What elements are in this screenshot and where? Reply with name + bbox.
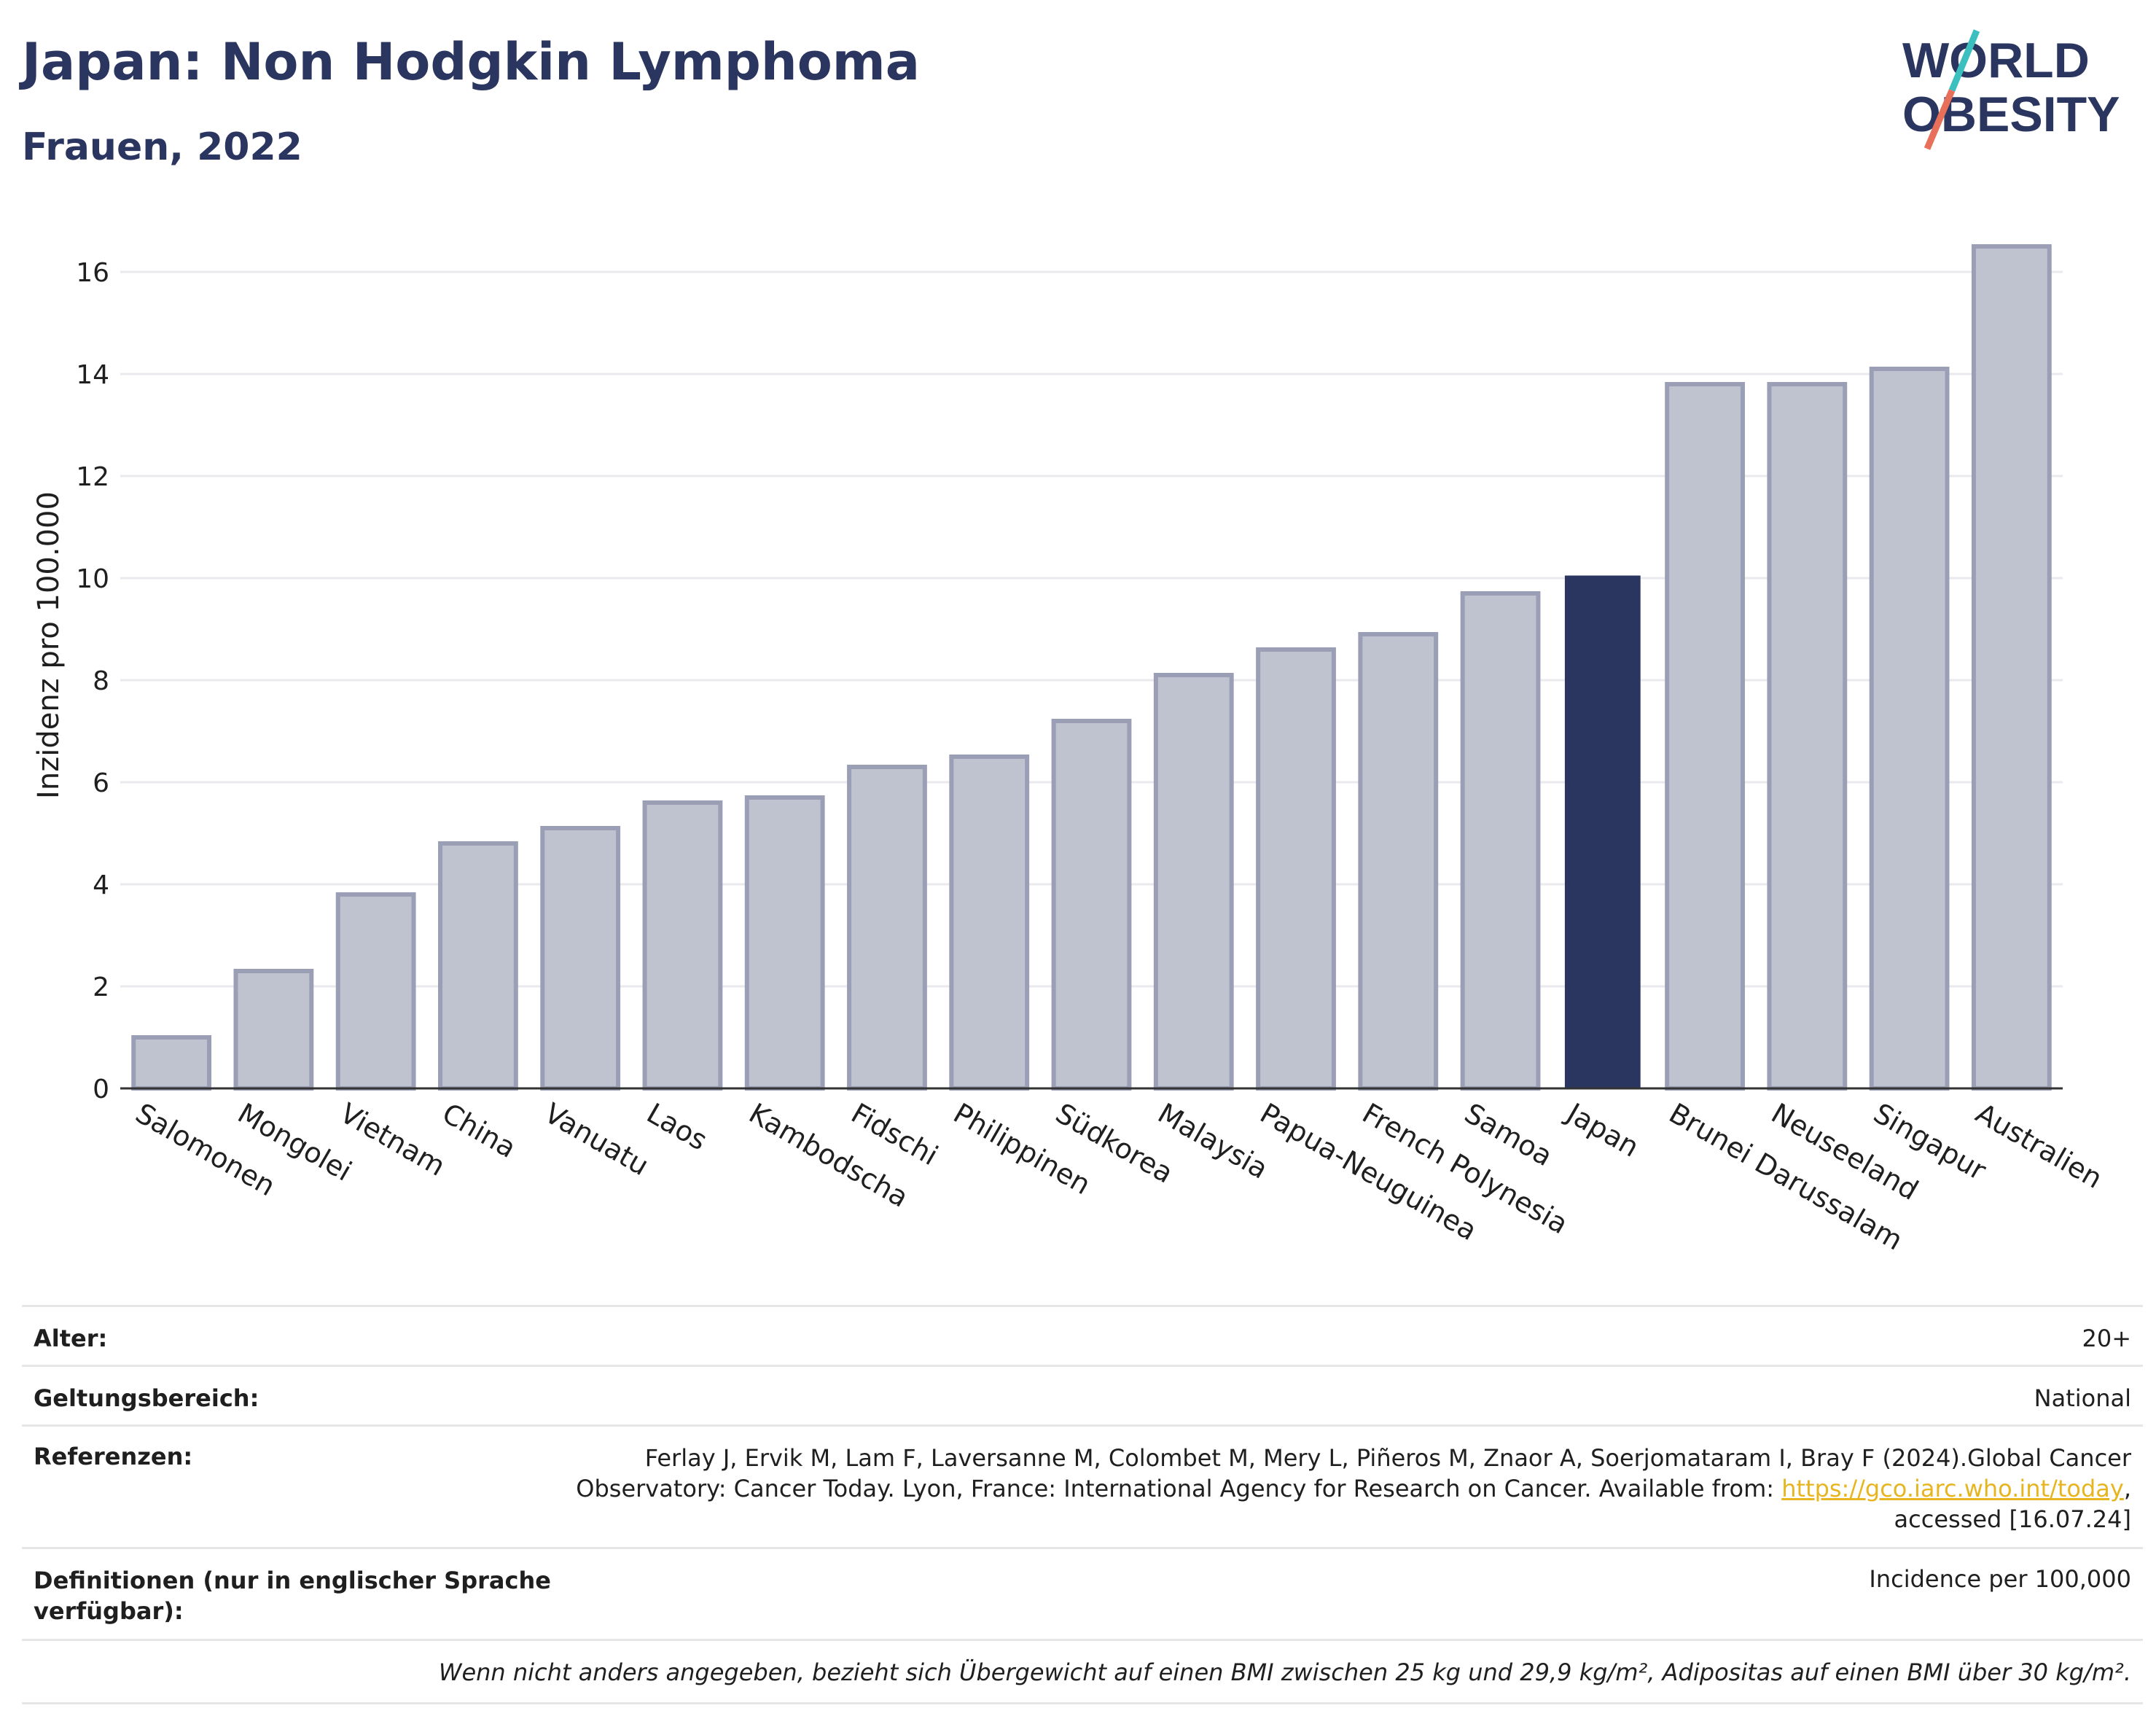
y-tick-label: 0 — [93, 1075, 109, 1104]
y-tick-label: 6 — [93, 768, 109, 798]
bar-chart: 0 2 4 6 8 10 12 14 16 SalomonenMongoleiVietnamCh… — [32, 244, 2108, 1257]
scope-value: National — [2034, 1384, 2131, 1412]
y-tick-label: 16 — [76, 258, 109, 288]
bar-mongolei — [233, 969, 314, 1091]
x-tick-label: Japan — [1561, 1096, 1645, 1163]
references-line2: Observatory: Cancer Today. Lyon, France:… — [576, 1473, 2131, 1504]
info-row-references: Referenzen: Ferlay J, Ervik M, Lam F, La… — [22, 1424, 2143, 1549]
y-axis-label: Inzidenz pro 100.000 — [32, 491, 66, 799]
y-tick-label: 4 — [93, 870, 109, 900]
y-tick-label: 8 — [93, 666, 109, 696]
references-label: Referenzen: — [34, 1443, 193, 1470]
x-tick-label: Laos — [641, 1097, 713, 1157]
info-row-definitions: Definitionen (nur in englischer Sprache … — [22, 1547, 2143, 1641]
references-value: Ferlay J, Ervik M, Lam F, Laversanne M, … — [576, 1443, 2131, 1535]
bar-samoa — [1460, 591, 1541, 1091]
bar-australien — [1971, 244, 2052, 1091]
bmi-note: Wenn nicht anders angegeben, bezieht sic… — [438, 1658, 2131, 1686]
age-label: Alter: — [34, 1325, 108, 1352]
info-row-age: Alter: 20+ — [22, 1305, 2143, 1367]
y-tick-label: 14 — [76, 360, 109, 390]
y-tick-label: 12 — [76, 462, 109, 492]
x-tick-label: Vietnam — [335, 1097, 450, 1182]
references-line2-comma: , — [2123, 1475, 2131, 1502]
info-row-scope: Geltungsbereich: National — [22, 1365, 2143, 1427]
bar-malaysia — [1153, 673, 1234, 1091]
y-tick-label: 2 — [93, 972, 109, 1002]
bar-brunei-darussalam — [1665, 382, 1745, 1091]
bar-laos — [642, 800, 723, 1091]
info-table: Alter: 20+ Geltungsbereich: National Ref… — [22, 1305, 2143, 1713]
definitions-label: Definitionen (nur in englischer Sprache … — [34, 1565, 551, 1626]
world-obesity-logo: WORLD OBESITY — [1902, 29, 2120, 150]
definitions-label-line1: Definitionen (nur in englischer Sprache — [34, 1567, 551, 1594]
page-title: Japan: Non Hodgkin Lymphoma — [22, 32, 920, 92]
x-tick-label: Vanuatu — [539, 1097, 655, 1182]
logo-line1: WORLD — [1902, 33, 2090, 88]
chart-bars — [131, 244, 2052, 1091]
bar-papua-neuguinea — [1256, 647, 1336, 1091]
logo-slash-coral — [1923, 89, 1956, 150]
references-line2-text: Observatory: Cancer Today. Lyon, France:… — [576, 1475, 1782, 1502]
bar-südkorea — [1051, 719, 1132, 1091]
bar-french-polynesia — [1358, 632, 1439, 1091]
scope-label: Geltungsbereich: — [34, 1384, 259, 1412]
references-line3: accessed [16.07.24] — [1894, 1505, 2131, 1533]
info-row-note: Wenn nicht anders angegeben, bezieht sic… — [22, 1639, 2143, 1704]
age-value: 20+ — [2082, 1325, 2131, 1352]
bar-singapur — [1869, 367, 1950, 1091]
bar-vanuatu — [540, 826, 621, 1091]
x-tick-label: Australien — [1970, 1097, 2108, 1195]
bar-kambodscha — [744, 795, 825, 1091]
bar-neuseeland — [1767, 382, 1848, 1091]
y-tick-label: 10 — [76, 564, 109, 594]
logo-slash-teal — [1948, 29, 1980, 92]
definitions-value: Incidence per 100,000 — [1869, 1565, 2131, 1593]
bar-fidschi — [847, 765, 927, 1091]
bar-philippinen — [949, 755, 1030, 1091]
bar-china — [438, 841, 518, 1091]
references-line1: Ferlay J, Ervik M, Lam F, Laversanne M, … — [644, 1444, 2131, 1472]
references-link[interactable]: https://gco.iarc.who.int/today — [1781, 1475, 2124, 1502]
bar-salomonen — [131, 1035, 212, 1091]
page-subtitle: Frauen, 2022 — [22, 125, 302, 169]
bar-japan — [1564, 575, 1641, 1088]
definitions-label-line2: verfügbar): — [34, 1597, 184, 1625]
bar-vietnam — [335, 892, 416, 1091]
y-axis: 0 2 4 6 8 10 12 14 16 — [76, 258, 109, 1104]
